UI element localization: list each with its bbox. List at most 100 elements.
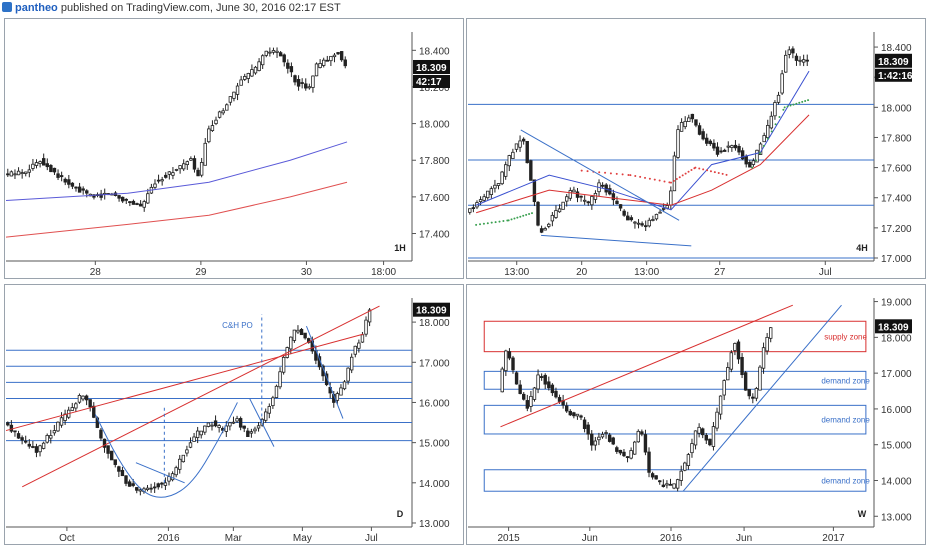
candle-body [687, 117, 691, 122]
candle-body [719, 150, 723, 153]
candle-body [679, 122, 684, 132]
chart-panel-weekly[interactable]: FX:XAGUSD, W 18.309 ▲+0.078 (+0.43%) O:1… [466, 284, 926, 545]
y-tick-label: 14.000 [419, 479, 450, 490]
candle-body [296, 329, 300, 333]
moving-average-line [5, 141, 348, 202]
candle-body [575, 191, 580, 198]
candle-body [478, 199, 483, 203]
candle-body [708, 438, 712, 446]
sar-dot [513, 217, 516, 220]
candle-body [70, 182, 75, 187]
x-tick-label: Jul [819, 267, 832, 278]
price-label-box [413, 59, 450, 74]
candle-body [690, 443, 694, 454]
candle-body [611, 437, 615, 445]
y-tick-label: 17.800 [881, 133, 912, 144]
sar-dot [648, 177, 651, 180]
candle-body [131, 200, 136, 205]
candle-body [690, 113, 695, 120]
candle-body [156, 179, 161, 182]
sar-dot [684, 172, 687, 175]
candle-body [590, 196, 594, 206]
candle-body [532, 179, 537, 203]
candle-body [765, 336, 769, 352]
candle-body [67, 179, 71, 185]
sar-dot [713, 171, 716, 174]
candle-body [160, 482, 164, 485]
candle-body [543, 374, 547, 385]
y-tick-label: 17.400 [419, 230, 450, 241]
sar-dot [670, 181, 672, 184]
chart-svg[interactable]: 17.400 17.600 17.800 18.000 18.200 18.400 28 29… [4, 18, 464, 279]
candle-body [733, 343, 737, 351]
candle-body [661, 484, 666, 487]
candle-body [314, 63, 319, 77]
candle-body [49, 165, 53, 173]
candle-body [127, 481, 132, 487]
chart-svg[interactable]: 17.00017.20017.40017.60017.80018.00018.2… [466, 18, 926, 279]
candle-body [672, 155, 677, 192]
candle-body [579, 415, 583, 418]
candle-body [468, 208, 472, 213]
candle-body [780, 73, 784, 94]
candle-body [253, 428, 257, 432]
candle-body [299, 328, 304, 336]
candle-body [615, 447, 619, 452]
candle-body [217, 111, 222, 118]
publisher-username[interactable]: pantheo [15, 2, 58, 14]
candle-body [647, 451, 651, 473]
timer-label-box [413, 74, 450, 88]
candle-body [153, 183, 157, 188]
candle-body [181, 454, 186, 463]
candle-body [213, 420, 218, 427]
candle-body [550, 214, 555, 222]
candle-body [336, 52, 340, 55]
price-zone [483, 320, 867, 353]
candle-body [668, 483, 673, 486]
candle-body [564, 405, 569, 412]
sar-dot [498, 220, 501, 223]
price-label: 18.309 [416, 63, 447, 74]
chart-panel-4h[interactable]: FX:XAGUSD, 240 18.309 ▲+0.078 (+0.43%) O… [466, 18, 926, 279]
candle-body [242, 425, 246, 429]
candle-body [81, 395, 85, 400]
y-tick-label: 16.000 [419, 398, 450, 409]
candle-body [92, 194, 96, 198]
candle-body [307, 86, 312, 89]
chart-svg[interactable]: 13.000 14.000 15.000 16.000 17.000 18.000 Oct 2… [4, 284, 464, 545]
sar-dot [482, 222, 485, 225]
candle-body [102, 438, 107, 448]
candle-body [511, 151, 515, 159]
candle-body [70, 407, 74, 411]
chart-panel-daily[interactable]: FX:XAGUSD, D 18.309 ▲+0.078 (+0.43%) O:1… [4, 284, 464, 545]
candle-body [518, 384, 522, 394]
candle-body [805, 59, 809, 62]
x-tick-label: 27 [714, 267, 726, 278]
candle-body [532, 387, 537, 400]
candle-body [34, 162, 39, 166]
candle-body [124, 198, 128, 201]
candle-body [335, 393, 340, 401]
candle-body [214, 119, 218, 125]
candle-body [92, 405, 96, 418]
candle-body [117, 195, 121, 199]
price-label-box [875, 53, 912, 68]
candle-body [45, 163, 49, 168]
candle-body [791, 48, 795, 54]
candle-body [235, 85, 240, 95]
y-tick-label: 17.600 [419, 193, 450, 204]
sar-dot [795, 102, 798, 105]
candle-body [232, 91, 236, 99]
candle-body [31, 163, 35, 169]
candle-body [221, 110, 225, 114]
sar-dot [510, 218, 513, 221]
candle-body [755, 149, 759, 163]
candle-body [210, 424, 214, 427]
sar-dot [782, 108, 785, 111]
chart-panel-1h[interactable]: FX:XAGUSD, 60 18.309 ▲+0.078 (+0.43%) O:… [4, 18, 464, 279]
candle-body [339, 51, 344, 61]
candle-body [24, 171, 28, 174]
chart-svg[interactable]: 13.000 14.000 15.000 16.000 17.000 18.000 19.0… [466, 284, 926, 545]
candle-body [224, 425, 229, 432]
candle-body [156, 483, 160, 488]
